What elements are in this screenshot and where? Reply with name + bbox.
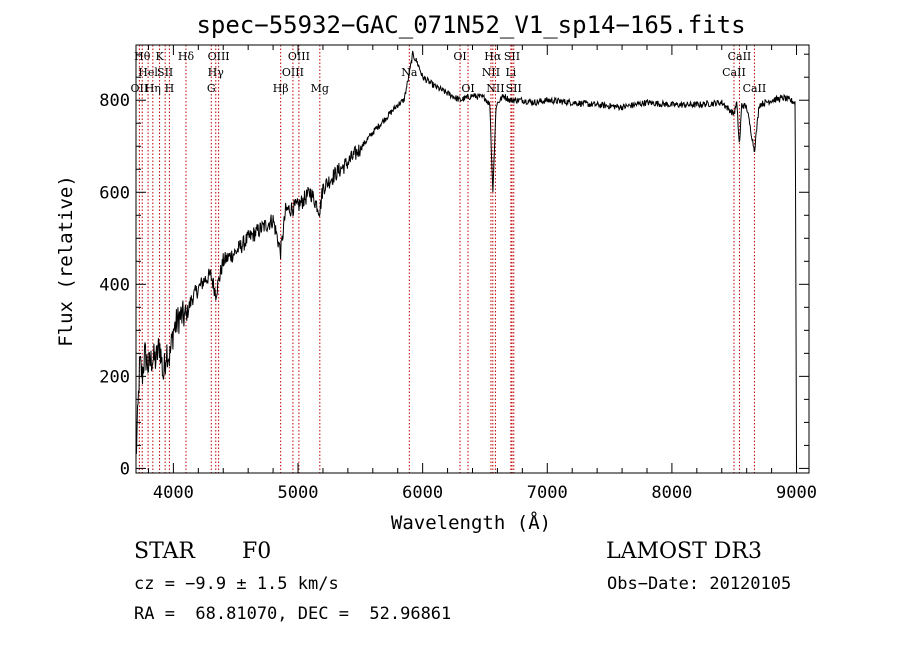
line-label: Hel: [138, 66, 158, 79]
obs-date: Obs−Date: 20120105: [607, 574, 792, 594]
line-label: SII: [157, 66, 173, 79]
line-label: Hθ: [134, 50, 151, 63]
y-axis-label: Flux (relative): [55, 175, 77, 347]
line-label: Mg: [311, 82, 329, 95]
line-label: OIII: [288, 50, 310, 63]
line-label: OI: [453, 50, 466, 63]
line-label: OIII: [282, 66, 304, 79]
x-tick-label: 7000: [527, 483, 568, 503]
y-tick-label: 800: [99, 91, 130, 111]
y-tick-label: 400: [99, 275, 130, 295]
line-label: Hγ: [208, 66, 225, 79]
survey-name: LAMOST DR3: [606, 539, 762, 564]
line-label: OII: [131, 82, 149, 95]
line-label: CaII: [743, 82, 767, 95]
line-label: Li: [505, 66, 516, 79]
x-tick-label: 8000: [651, 483, 692, 503]
line-label: CaII: [728, 50, 752, 63]
spectrum-line: [135, 50, 797, 469]
y-axis: 0 200 400 600 800: [99, 53, 809, 479]
x-tick-label: 6000: [402, 483, 443, 503]
plot-frame: [135, 44, 810, 474]
line-label: SII: [504, 50, 520, 63]
line-label: Hη: [145, 82, 161, 95]
line-label: H: [165, 82, 175, 95]
line-label: CaII: [722, 66, 746, 79]
x-tick-label: 5000: [278, 483, 319, 503]
y-tick-label: 600: [99, 183, 130, 203]
coordinates: RA = 68.81070, DEC = 52.96861: [134, 604, 452, 624]
line-label: Hδ: [178, 50, 195, 63]
y-tick-label: 200: [99, 367, 130, 387]
chart-title: spec−55932−GAC_071N52_V1_sp14−165.fits: [196, 11, 745, 39]
redshift-cz: cz = −9.9 ± 1.5 km/s: [134, 574, 339, 594]
x-tick-label: 9000: [776, 483, 817, 503]
line-label: G: [207, 82, 216, 95]
line-labels: OIIHθHelHηKSIIHHδGHγOIIIHβOIIIOIIIMgNaOI…: [131, 50, 767, 95]
line-label: Hα: [484, 50, 502, 63]
line-label: NII: [482, 66, 500, 79]
line-label: SII: [506, 82, 522, 95]
line-label: K: [155, 50, 164, 63]
line-label: OI: [461, 82, 474, 95]
line-label: OIII: [208, 50, 230, 63]
spectral-subclass: F0: [242, 539, 272, 564]
line-label: Hβ: [273, 82, 289, 95]
x-tick-label: 4000: [153, 483, 194, 503]
x-axis: 4000 5000 6000 7000 8000 9000: [147, 45, 817, 503]
y-tick-label: 0: [120, 459, 130, 479]
object-class: STAR: [134, 539, 195, 564]
x-axis-label: Wavelength (Å): [391, 511, 551, 534]
line-label: NII: [486, 82, 504, 95]
